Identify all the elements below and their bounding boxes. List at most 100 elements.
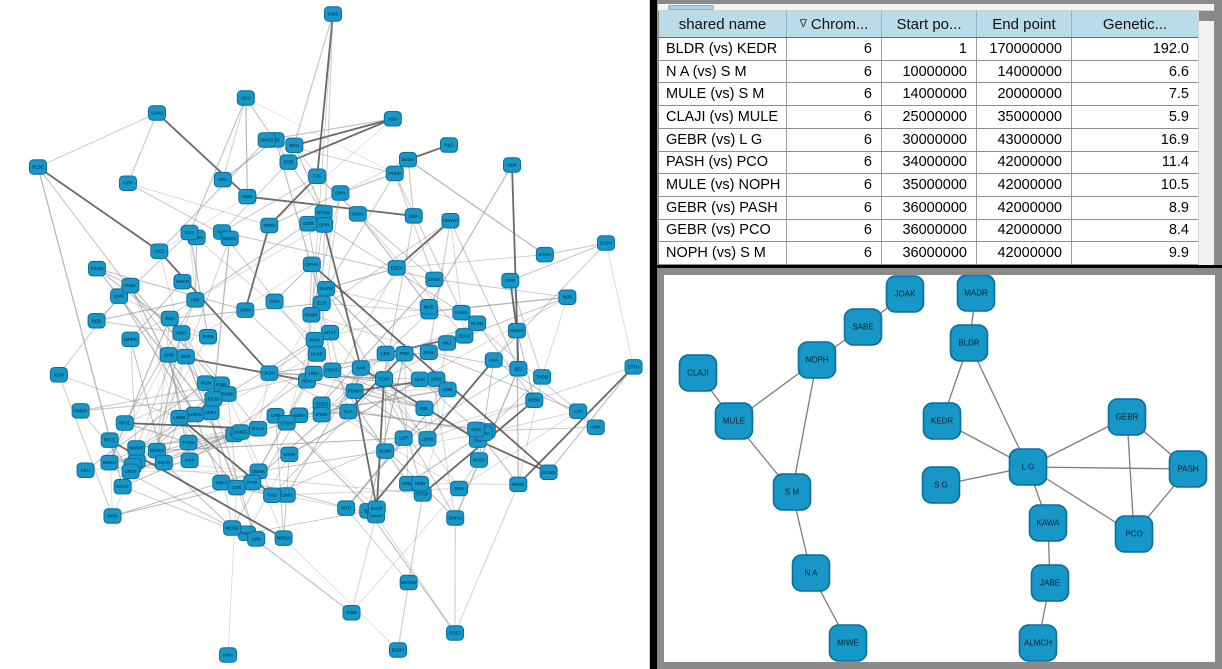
node-shape[interactable] xyxy=(321,324,340,341)
network-node[interactable]: DEU xyxy=(76,462,95,479)
network-edge[interactable] xyxy=(427,399,535,440)
node-shape[interactable] xyxy=(279,154,298,170)
network-node[interactable]: DTNK xyxy=(312,406,331,423)
node-shape[interactable] xyxy=(148,105,166,121)
network-edge[interactable] xyxy=(269,372,349,412)
network-node[interactable]: GWS xyxy=(324,6,342,22)
node-shape[interactable] xyxy=(236,90,255,106)
network-edge[interactable] xyxy=(450,220,519,369)
cell-shared-name[interactable]: GEBR (vs) PCO xyxy=(659,219,787,242)
network-edge[interactable] xyxy=(347,411,456,519)
network-edge[interactable] xyxy=(534,366,634,401)
table-row[interactable]: MULE (vs) S M 6 14000000 20000000 7.5 xyxy=(659,83,1199,107)
node-shape[interactable] xyxy=(791,554,831,592)
network-node[interactable]: MMDW xyxy=(399,574,418,591)
network-edge[interactable] xyxy=(37,112,158,168)
node-shape[interactable] xyxy=(1008,448,1048,486)
node-shape[interactable] xyxy=(1114,515,1154,553)
network-node[interactable]: SAMJ xyxy=(148,105,166,121)
cell-shared-name[interactable]: CLAJI (vs) MULE xyxy=(659,106,787,128)
network-edge[interactable] xyxy=(227,487,238,656)
node-shape[interactable] xyxy=(772,473,812,511)
network-node[interactable]: RSJO xyxy=(204,391,223,407)
network-node[interactable]: OOEJ xyxy=(446,625,464,641)
cell-value[interactable]: 6.6 xyxy=(1072,60,1199,83)
horizontal-scrollbar[interactable] xyxy=(658,4,1214,11)
network-node-bldr[interactable]: BLDR xyxy=(949,324,989,362)
network-node[interactable]: TOND xyxy=(260,217,279,234)
cell-shared-name[interactable]: GEBR (vs) L G xyxy=(659,128,787,151)
network-node[interactable]: SLDM xyxy=(597,235,615,251)
network-node[interactable]: PTW xyxy=(243,474,262,491)
network-node[interactable]: JUWK xyxy=(218,386,237,402)
network-node[interactable]: KOJP xyxy=(367,500,386,517)
network-edge[interactable] xyxy=(124,422,189,444)
network-node[interactable]: NWWP xyxy=(127,440,146,456)
network-edge[interactable] xyxy=(394,173,435,280)
node-shape[interactable] xyxy=(467,421,486,438)
network-edge[interactable] xyxy=(323,224,362,369)
network-node[interactable]: RRWL xyxy=(509,476,528,493)
network-edge[interactable] xyxy=(269,118,394,226)
table-row[interactable]: NOPH (vs) S M 6 36000000 42000000 9.9 xyxy=(659,242,1199,265)
node-shape[interactable] xyxy=(265,293,284,310)
node-shape[interactable] xyxy=(49,367,68,383)
network-edge[interactable] xyxy=(321,302,430,312)
network-node[interactable]: BEB xyxy=(87,313,106,329)
network-edge[interactable] xyxy=(286,303,323,423)
network-edge[interactable] xyxy=(367,510,456,634)
cell-value[interactable]: 192.0 xyxy=(1072,38,1199,60)
node-shape[interactable] xyxy=(569,403,588,419)
network-edge[interactable] xyxy=(257,373,270,429)
network-edge[interactable] xyxy=(477,439,549,474)
network-edge[interactable] xyxy=(288,117,394,164)
cell-value[interactable]: 34000000 xyxy=(882,151,977,174)
cell-value[interactable]: 8.4 xyxy=(1072,219,1199,242)
node-shape[interactable] xyxy=(302,256,321,273)
node-shape[interactable] xyxy=(387,260,406,276)
cell-value[interactable]: 10000000 xyxy=(882,60,977,83)
network-node[interactable]: MOSG xyxy=(223,520,242,536)
network-edge[interactable] xyxy=(510,242,607,282)
network-node[interactable]: RPLE xyxy=(100,432,119,448)
network-edge[interactable] xyxy=(407,159,415,216)
network-node-sm[interactable]: S M xyxy=(772,473,812,511)
network-node[interactable]: JSEJ xyxy=(150,243,169,259)
network-node[interactable]: JJHJ xyxy=(236,90,255,106)
network-edge[interactable] xyxy=(210,353,318,413)
network-node[interactable]: LWG xyxy=(304,365,323,382)
table-row[interactable]: PASH (vs) PCO 6 34000000 42000000 11.4 xyxy=(659,151,1199,175)
cell-value[interactable]: 36000000 xyxy=(882,196,977,219)
network-node[interactable]: KANS xyxy=(452,304,471,321)
node-shape[interactable] xyxy=(277,415,296,431)
node-shape[interactable] xyxy=(410,475,429,492)
network-node[interactable]: HMD xyxy=(410,475,429,492)
network-edge[interactable] xyxy=(37,166,160,252)
node-shape[interactable] xyxy=(797,341,837,379)
network-edge[interactable] xyxy=(310,192,341,315)
node-shape[interactable] xyxy=(173,273,192,290)
node-shape[interactable] xyxy=(304,365,323,382)
cell-value[interactable]: 6 xyxy=(787,106,882,128)
network-node[interactable]: LEP xyxy=(394,430,413,446)
network-node[interactable]: URST xyxy=(121,463,140,480)
network-edge[interactable] xyxy=(357,213,435,280)
node-shape[interactable] xyxy=(419,344,438,361)
node-shape[interactable] xyxy=(468,315,487,332)
network-edge[interactable] xyxy=(246,532,352,614)
node-shape[interactable] xyxy=(509,361,528,377)
horizontal-scrollbar-thumb[interactable] xyxy=(668,5,714,10)
network-edge[interactable] xyxy=(240,431,284,539)
node-shape[interactable] xyxy=(714,402,754,440)
network-edge[interactable] xyxy=(96,232,190,322)
network-node[interactable]: NPGK xyxy=(469,452,488,468)
network-node[interactable]: MRK xyxy=(103,508,122,524)
network-edge[interactable] xyxy=(240,303,323,433)
network-node[interactable]: OPHH xyxy=(302,256,321,273)
network-node[interactable]: PDWN xyxy=(345,383,364,399)
network-node[interactable]: JWR xyxy=(351,360,370,376)
node-shape[interactable] xyxy=(503,157,521,173)
network-node[interactable]: USLJ xyxy=(212,474,231,491)
network-node[interactable]: RPJL xyxy=(115,415,134,431)
cell-value[interactable]: 10.5 xyxy=(1072,174,1199,196)
